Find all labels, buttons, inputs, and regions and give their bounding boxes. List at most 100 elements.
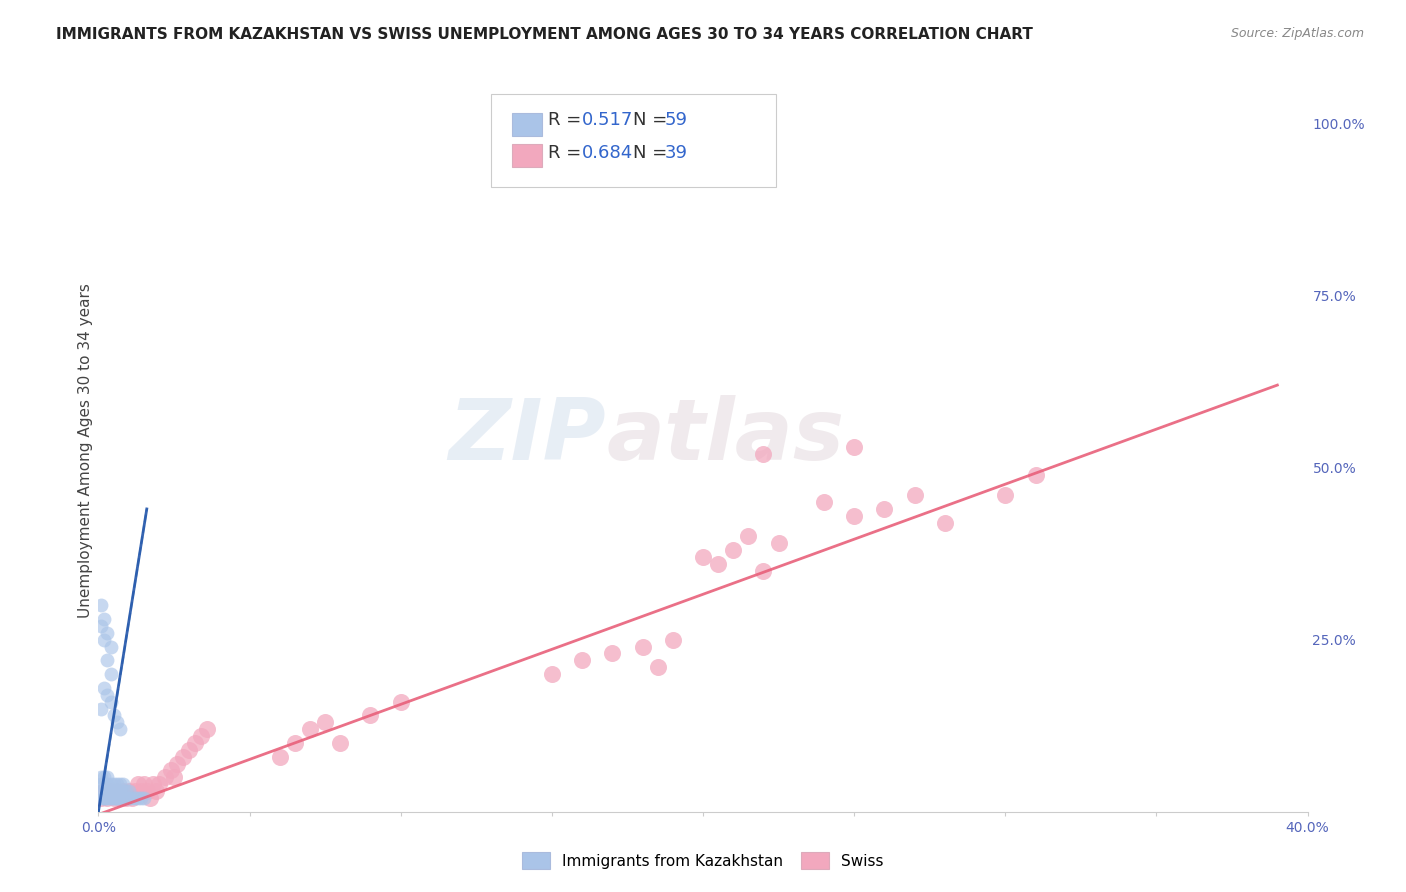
Point (90, 791, 112, 805)
Point (844, 440, 866, 454)
Point (111, 784, 134, 798)
Point (90, 791, 112, 805)
Point (752, 447, 775, 461)
Point (389, 695, 412, 709)
Point (195, 722, 218, 736)
Point (100, 791, 122, 805)
Point (179, 743, 201, 757)
Point (100, 667, 122, 681)
Point (873, 502, 896, 516)
Point (127, 791, 149, 805)
Point (100, 695, 122, 709)
Point (105, 791, 128, 805)
Point (100, 784, 122, 798)
Point (314, 715, 336, 730)
Point (114, 791, 136, 805)
Point (129, 784, 152, 798)
Point (904, 488, 927, 502)
Point (103, 777, 125, 791)
Point (96, 791, 118, 805)
Point (571, 653, 593, 667)
Point (118, 784, 141, 798)
Point (96, 784, 118, 798)
Point (184, 736, 207, 750)
Point (166, 756, 188, 771)
Point (103, 791, 125, 805)
Text: 0.517: 0.517 (582, 111, 634, 128)
Point (96, 688, 118, 702)
Text: ZIP: ZIP (449, 394, 606, 477)
Point (93, 791, 115, 805)
Point (752, 564, 775, 578)
Text: Source: ZipAtlas.com: Source: ZipAtlas.com (1230, 27, 1364, 40)
Point (103, 784, 125, 798)
Point (813, 495, 835, 509)
Point (121, 791, 143, 805)
Point (100, 791, 122, 805)
Text: R =: R = (548, 144, 588, 161)
Point (96, 784, 118, 798)
Point (602, 647, 624, 661)
Point (93, 784, 115, 798)
Point (96, 653, 118, 667)
Point (93, 784, 115, 798)
Point (190, 729, 212, 743)
Point (100, 640, 122, 654)
Point (93, 612, 115, 626)
Point (768, 536, 790, 550)
Point (139, 791, 162, 805)
Point (100, 784, 122, 798)
Point (127, 777, 149, 791)
Point (105, 777, 128, 791)
Point (661, 632, 683, 647)
Point (631, 640, 654, 654)
Point (105, 784, 128, 798)
Text: 39: 39 (664, 144, 688, 161)
Point (111, 777, 134, 791)
Point (124, 791, 146, 805)
Point (90, 784, 112, 798)
Point (121, 791, 143, 805)
Point (269, 749, 291, 764)
Point (647, 660, 669, 674)
Point (93, 681, 115, 695)
Point (145, 784, 167, 798)
Point (105, 784, 128, 798)
Point (844, 508, 866, 523)
Text: N =: N = (633, 144, 673, 161)
Y-axis label: Unemployment Among Ages 30 to 34 years: Unemployment Among Ages 30 to 34 years (77, 283, 93, 618)
Point (100, 784, 122, 798)
Point (723, 543, 745, 558)
FancyBboxPatch shape (512, 113, 543, 136)
Point (90, 619, 112, 633)
Point (284, 736, 307, 750)
Point (103, 791, 125, 805)
FancyBboxPatch shape (512, 145, 543, 167)
Point (129, 791, 152, 805)
Point (114, 784, 136, 798)
Point (692, 550, 714, 565)
Point (118, 791, 141, 805)
Point (118, 784, 141, 798)
Point (142, 777, 165, 791)
Point (934, 516, 956, 530)
Point (132, 791, 155, 805)
Point (105, 715, 128, 730)
Point (105, 791, 128, 805)
Point (90, 770, 112, 784)
Text: 0.684: 0.684 (582, 144, 633, 161)
Point (90, 701, 112, 715)
Text: N =: N = (633, 111, 673, 128)
Point (108, 791, 131, 805)
Point (299, 722, 322, 736)
Point (132, 777, 155, 791)
Point (93, 777, 115, 791)
Text: IMMIGRANTS FROM KAZAKHSTAN VS SWISS UNEMPLOYMENT AMONG AGES 30 TO 34 YEARS CORRE: IMMIGRANTS FROM KAZAKHSTAN VS SWISS UNEM… (56, 27, 1033, 42)
Point (96, 791, 118, 805)
Point (103, 708, 125, 723)
Point (994, 488, 1017, 502)
Point (360, 708, 382, 723)
Point (163, 770, 186, 784)
Point (108, 791, 131, 805)
Point (148, 777, 170, 791)
